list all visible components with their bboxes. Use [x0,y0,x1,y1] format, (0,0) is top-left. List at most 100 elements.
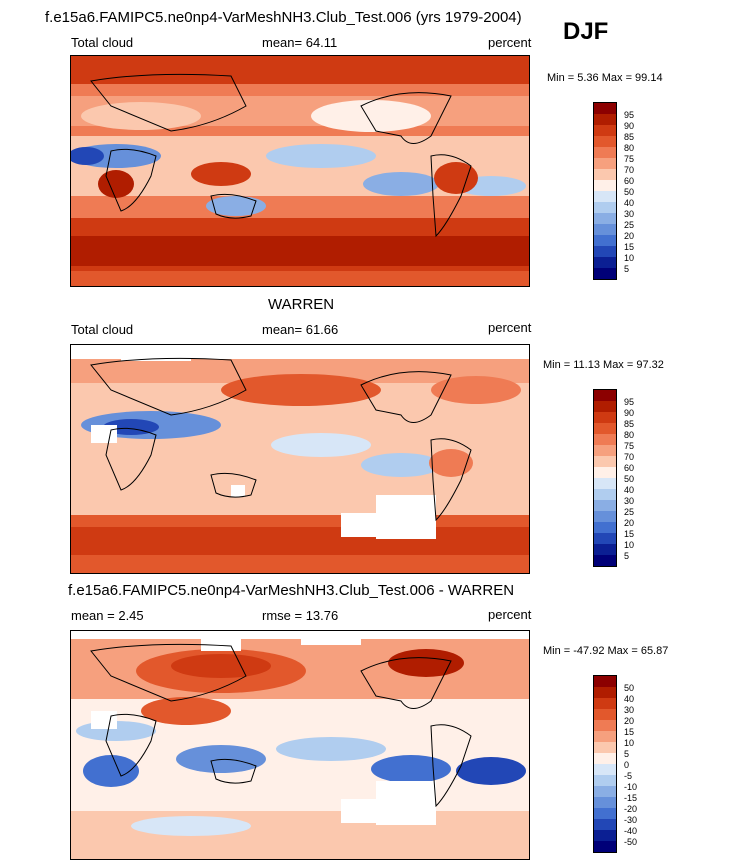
cbar-label: 80 [624,143,635,153]
cbar-label: 30 [624,496,635,506]
panel3-map [70,630,530,860]
cbar-label: 70 [624,165,635,175]
cbar-seg [594,268,616,279]
field-missing [376,781,436,825]
cbar-seg [594,819,616,830]
coast-north-america [360,657,452,709]
cbar-seg [594,467,616,478]
cbar-seg [594,830,616,841]
cbar-seg [594,764,616,775]
panel1-center-label: mean= 64.11 [262,35,338,50]
cbar-seg [594,213,616,224]
cbar-label: -10 [624,782,638,792]
cbar-seg [594,775,616,786]
cbar-label: 50 [624,683,635,693]
coast-north-america [360,371,452,423]
panel1-minmax: Min = 5.36 Max = 99.14 [547,72,663,84]
panel1-left-label: Total cloud [71,35,134,50]
cbar-label: 40 [624,485,635,495]
cbar-label: 20 [624,716,635,726]
panel1-map [70,55,530,287]
panel1-colorbar: 95 90 85 80 75 70 60 50 40 30 25 20 15 1… [593,102,634,280]
cbar-label: 50 [624,187,635,197]
panel3-right-label: percent [488,607,532,622]
cbar-label: 15 [624,727,635,737]
field-sepac [371,755,451,783]
cbar-seg [594,731,616,742]
cbar-label: 5 [624,749,630,759]
coast-north-america [360,92,452,144]
panel2-colorbar: 95 90 85 80 75 70 60 50 40 30 25 20 15 1… [593,389,634,567]
cbar-seg [594,720,616,731]
field-sepac [361,453,441,477]
field-missing-arctic [71,631,529,639]
field-missing [341,799,381,823]
cbar-seg [594,180,616,191]
cbar-label: 85 [624,132,635,142]
cbar-seg [594,125,616,136]
coast-south-america [430,724,472,808]
field-india [141,697,231,725]
cbar-seg [594,555,616,566]
field-missing [91,425,117,443]
cbar-seg [594,224,616,235]
cbar-label: 95 [624,397,635,407]
coast-australia [210,472,257,498]
cbar-seg [594,445,616,456]
cbar-label: 5 [624,551,630,561]
field-missing [301,631,361,645]
field-so-core [71,527,529,555]
field-npac [221,374,381,406]
field-eurasia [81,102,201,130]
panel2-center-label: mean= 61.66 [262,322,339,337]
cbar-label: -15 [624,793,638,803]
field-amazon [434,162,478,194]
cbar-seg [594,114,616,125]
cbar-seg [594,676,616,687]
cbar-label: 85 [624,419,635,429]
panel3-center-label: rmse = 13.76 [262,608,339,623]
coast-eurasia [90,643,247,702]
panel2-left-label: Total cloud [71,322,134,337]
cbar-label: 80 [624,430,635,440]
field-missing [121,345,191,361]
field-amazon [429,449,473,477]
cbar-label: -40 [624,826,638,836]
cbar-seg [594,500,616,511]
cbar-label: 0 [624,760,630,770]
cbar-seg [594,235,616,246]
cbar-seg [594,544,616,555]
panel1-right-label: percent [488,35,532,50]
field-so-blue [131,816,251,836]
field-missing [376,495,436,539]
field-epac [271,433,371,457]
field-missing [201,631,241,651]
field-so-core [71,236,529,266]
cbar-label: 10 [624,253,635,263]
cbar-seg [594,158,616,169]
cbar-label: 30 [624,705,635,715]
cbar-seg [594,257,616,268]
cbar-seg [594,533,616,544]
cbar-label: -20 [624,804,638,814]
cbar-seg [594,522,616,533]
panel3-left-label: mean = 2.45 [71,608,144,623]
cbar-seg [594,147,616,158]
field-cpac [276,737,386,761]
cbar-label: 10 [624,540,635,550]
cbar-label: 60 [624,176,635,186]
field-epac [266,144,376,168]
field-antarctic [71,271,529,286]
panel3-title: f.e15a6.FAMIPC5.ne0np4-VarMeshNH3.Club_T… [68,582,515,599]
field-missing [341,513,381,537]
cbar-label: 95 [624,110,635,120]
coast-africa [105,427,157,491]
cbar-label: -30 [624,815,638,825]
panel3-field [71,631,529,859]
cbar-seg [594,709,616,720]
cbar-seg [594,478,616,489]
panel1-title: f.e15a6.FAMIPC5.ne0np4-VarMeshNH3.Club_T… [45,9,522,26]
cbar-seg [594,511,616,522]
panel3-minmax: Min = -47.92 Max = 65.87 [543,645,669,657]
cbar-seg [594,786,616,797]
